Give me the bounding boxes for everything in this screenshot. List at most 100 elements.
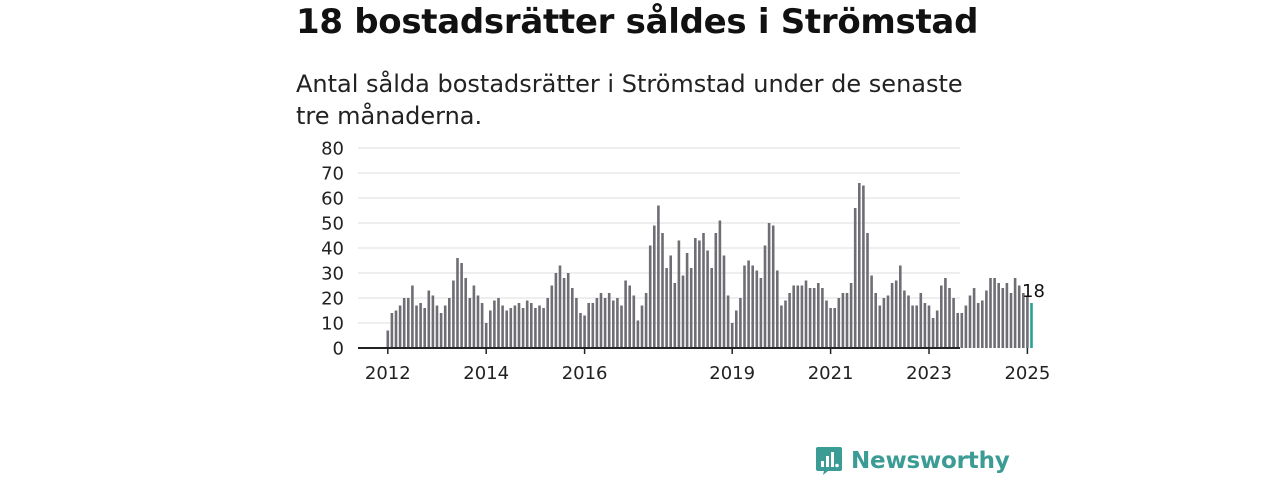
bar xyxy=(493,300,496,348)
bar xyxy=(1026,295,1029,348)
bar xyxy=(776,270,779,348)
bar xyxy=(1017,285,1021,348)
bar xyxy=(919,293,923,348)
bar xyxy=(566,273,570,348)
bar xyxy=(706,250,709,348)
bar xyxy=(554,273,558,348)
bar xyxy=(677,240,681,348)
bar-chart-speech-bubble-icon xyxy=(816,447,842,475)
bar xyxy=(669,255,672,348)
x-tick-label: 2016 xyxy=(562,363,608,384)
bar xyxy=(665,268,668,348)
bar xyxy=(501,305,504,348)
bar xyxy=(911,305,914,348)
bar xyxy=(726,295,730,348)
bar xyxy=(907,295,910,348)
bar xyxy=(448,298,451,348)
bar xyxy=(517,303,521,348)
chart-title: 18 bostadsrätter såldes i Strömstad xyxy=(296,2,979,42)
bar xyxy=(853,208,857,348)
bar xyxy=(997,283,1000,348)
bar xyxy=(530,303,533,348)
bar xyxy=(435,305,439,348)
bar xyxy=(689,268,693,348)
bar xyxy=(940,285,943,348)
bar xyxy=(1001,288,1005,348)
bar xyxy=(968,295,972,348)
bar xyxy=(525,300,529,348)
bar xyxy=(1005,283,1009,348)
bar xyxy=(800,285,804,348)
bar xyxy=(476,295,480,348)
bar xyxy=(513,305,517,348)
bar xyxy=(452,280,455,348)
bar xyxy=(952,298,955,348)
bar xyxy=(894,280,898,348)
y-tick-label: 50 xyxy=(321,214,344,235)
bar xyxy=(394,310,398,348)
bar xyxy=(780,305,783,348)
bar xyxy=(755,270,759,348)
bar xyxy=(981,300,984,348)
bar xyxy=(550,285,554,348)
chart-subtitle: Antal sålda bostadsrätter i Strömstad un… xyxy=(296,70,963,130)
bar xyxy=(460,263,463,348)
bar xyxy=(1030,303,1033,348)
newsworthy-logo: Newsworthy xyxy=(815,446,1010,476)
bar xyxy=(993,278,996,348)
bar xyxy=(833,308,836,348)
bar xyxy=(612,300,615,348)
bar xyxy=(390,313,394,348)
bar xyxy=(751,265,754,348)
bar-chart: 0 10 20 30 40 50 60 70 80 18 2012 2014 2016 2019 2021 2… xyxy=(321,139,1050,385)
bar xyxy=(632,295,636,348)
bar xyxy=(882,298,886,348)
bar xyxy=(407,298,410,348)
x-tick-label: 2012 xyxy=(365,363,411,384)
bar xyxy=(849,283,853,348)
bar xyxy=(923,303,927,348)
bar xyxy=(825,300,828,348)
y-tick-label: 70 xyxy=(321,164,344,185)
bar xyxy=(886,295,890,348)
bar xyxy=(648,245,652,348)
bar xyxy=(821,288,824,348)
bar xyxy=(710,268,713,348)
bar xyxy=(616,298,619,348)
bar xyxy=(767,223,771,348)
bar xyxy=(587,303,590,348)
bar xyxy=(747,260,750,348)
bar xyxy=(899,265,902,348)
bar xyxy=(411,285,414,348)
bar xyxy=(812,288,816,348)
bar xyxy=(722,255,726,348)
y-tick-label: 30 xyxy=(321,264,344,285)
bar xyxy=(534,308,537,348)
bar xyxy=(862,185,865,348)
bar xyxy=(505,310,508,348)
bar xyxy=(521,308,525,348)
bar xyxy=(685,253,689,348)
bar xyxy=(542,308,545,348)
brand-name: Newsworthy xyxy=(851,448,1010,474)
bar xyxy=(546,298,549,348)
chart-axes: 0 10 20 30 40 50 60 70 80 18 2012 2014 2016 2019 2021 2… xyxy=(321,139,1050,385)
y-tick-label: 10 xyxy=(321,314,344,335)
bar xyxy=(735,310,738,348)
x-tick-label: 2019 xyxy=(709,363,755,384)
bar xyxy=(657,205,660,348)
bar xyxy=(583,315,586,348)
bar xyxy=(702,233,705,348)
bar xyxy=(497,298,500,348)
bar xyxy=(653,225,656,348)
bar xyxy=(661,233,664,348)
bar xyxy=(890,283,894,348)
bar xyxy=(509,308,513,348)
bar xyxy=(972,288,976,348)
bar xyxy=(698,240,701,348)
bar xyxy=(489,310,492,348)
bar xyxy=(599,293,603,348)
bar xyxy=(792,285,795,348)
bar xyxy=(874,293,877,348)
bar xyxy=(558,265,562,348)
